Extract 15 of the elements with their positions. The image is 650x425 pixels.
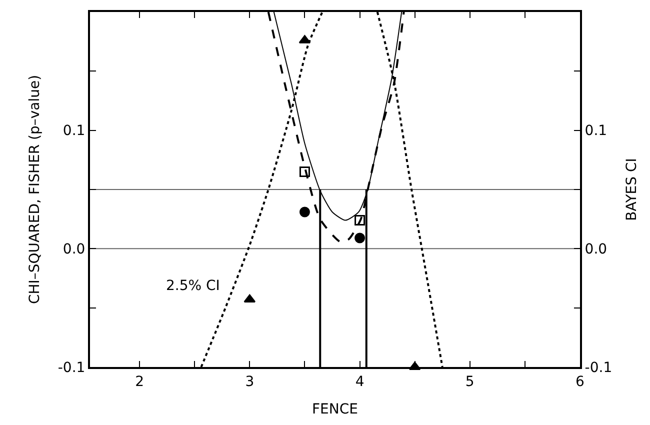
x-tick-label: 3	[245, 374, 254, 390]
x-tick-label: 5	[465, 374, 474, 390]
y-tick-label: 0.1	[62, 123, 86, 140]
y2-tick-label: -0.1	[584, 360, 612, 376]
y-tick-label: -0.1	[58, 360, 86, 376]
x-tick-label: 2	[135, 374, 144, 390]
y2-tick-label: 0.1	[584, 123, 608, 140]
x-tick-label: 4	[355, 374, 364, 390]
x-axis-title: FENCE	[312, 402, 358, 418]
x-tick-label: 6	[576, 374, 585, 390]
y2-tick-label: 0.0	[584, 242, 608, 258]
annotation: 2.5% CI	[166, 278, 220, 294]
y-axis-title: CHI–SQUARED, FISHER (p–value)	[26, 74, 43, 304]
y2-axis-title: BAYES CI	[624, 158, 640, 221]
y-tick-label: 0.0	[62, 242, 86, 258]
